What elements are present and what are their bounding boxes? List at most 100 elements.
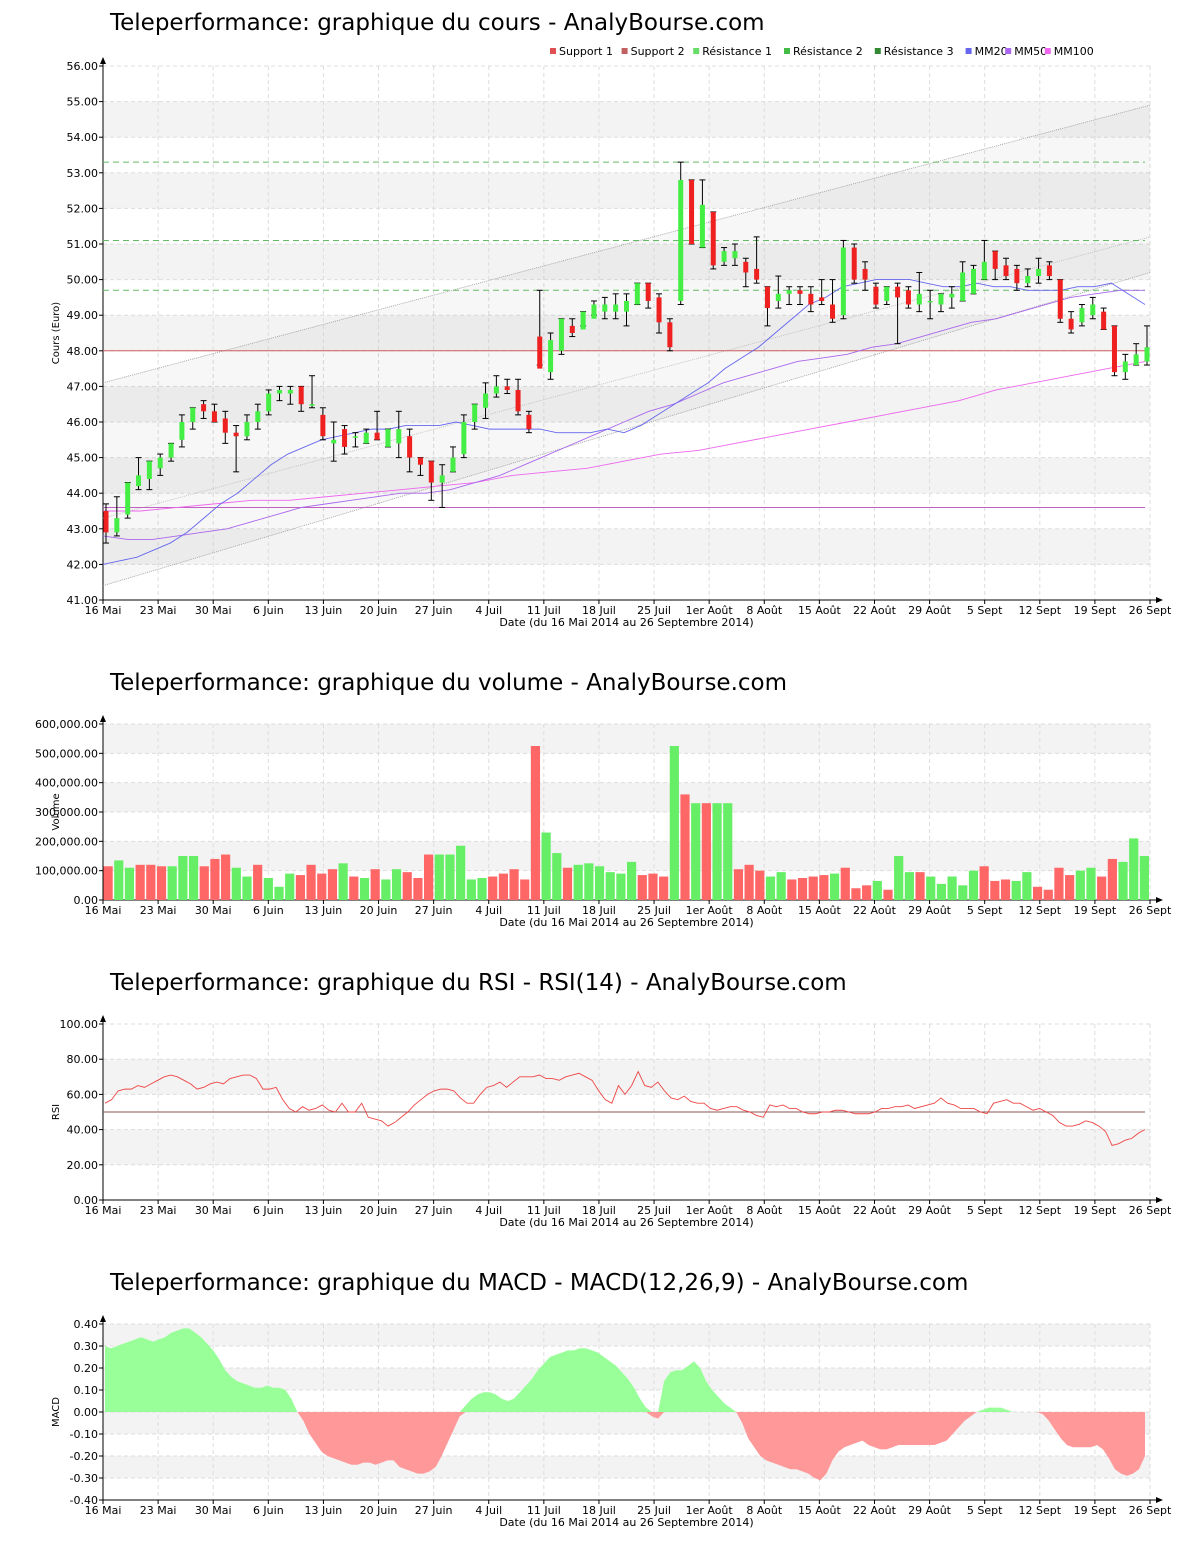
y-axis-arrow	[100, 1015, 106, 1022]
candle	[710, 211, 716, 266]
y-axis-arrow	[100, 1315, 106, 1322]
x-tick-label: 27 Juin	[415, 1504, 453, 1517]
x-axis-label: Date (du 16 Mai 2014 au 26 Septembre 201…	[499, 916, 753, 929]
y-tick-label: 46.00	[67, 416, 99, 429]
candle	[309, 404, 315, 406]
x-tick-label: 22 Août	[853, 904, 897, 917]
volume-bar	[733, 869, 744, 900]
candle	[981, 261, 987, 280]
candle	[157, 457, 163, 469]
y-tick-label: 45.00	[67, 452, 99, 465]
volume-bar	[274, 886, 284, 900]
candle	[830, 304, 836, 319]
y-tick-label: 0.30	[74, 1340, 99, 1353]
y-tick-label: 0.00	[74, 1406, 99, 1419]
y-tick-label: 44.00	[67, 487, 99, 500]
candle	[472, 404, 478, 422]
candle	[298, 386, 304, 405]
candle	[1079, 308, 1085, 323]
candle	[1090, 304, 1096, 316]
candle	[515, 389, 521, 412]
x-tick-label: 25 Juil	[637, 1204, 671, 1217]
y-axis-label: RSI	[51, 1104, 62, 1120]
candle	[1101, 311, 1107, 330]
x-tick-label: 23 Mai	[140, 604, 177, 617]
candle	[493, 386, 499, 394]
volume-bar	[840, 867, 850, 900]
candle	[320, 414, 326, 437]
plot-band	[103, 172, 1150, 209]
candle	[168, 443, 174, 458]
x-tick-label: 18 Juil	[582, 604, 616, 617]
plot-band	[103, 782, 1150, 812]
candle	[417, 457, 423, 465]
x-tick-label: 5 Sept	[967, 1204, 1003, 1217]
plot-band	[103, 1412, 1150, 1434]
legend-swatch	[784, 48, 790, 54]
volume-bar	[242, 876, 252, 900]
volume-bar	[1086, 867, 1096, 900]
candle	[201, 404, 207, 412]
volume-bar	[135, 864, 145, 900]
candle	[656, 297, 662, 323]
plot-band	[103, 1059, 1150, 1095]
volume-bar	[1022, 872, 1032, 900]
x-tick-label: 15 Août	[798, 1204, 842, 1217]
mm50-line	[102, 289, 1145, 540]
candle	[775, 293, 781, 301]
volume-bar	[391, 869, 402, 900]
volume-bar	[680, 794, 690, 900]
legend-item: MM20	[975, 45, 1008, 58]
volume-bar	[221, 854, 231, 900]
volume-bar	[445, 854, 455, 900]
x-tick-label: 23 Mai	[140, 904, 177, 917]
volume-bar	[156, 866, 167, 900]
volume-bar	[712, 803, 722, 900]
volume-bar	[723, 803, 733, 900]
candle	[428, 461, 434, 483]
volume-bar	[338, 863, 348, 900]
candle	[602, 304, 608, 312]
candle	[797, 290, 803, 294]
x-tick-label: 5 Sept	[967, 904, 1003, 917]
candle	[645, 283, 651, 301]
candle	[764, 286, 770, 309]
x-tick-label: 16 Mai	[85, 1204, 122, 1217]
x-tick-label: 8 Août	[746, 1504, 783, 1517]
volume-bar	[808, 876, 818, 900]
x-tick-label: 26 Sept	[1129, 1504, 1172, 1517]
x-tick-label: 30 Mai	[195, 604, 232, 617]
x-tick-label: 29 Août	[908, 1504, 952, 1517]
candle	[949, 293, 955, 298]
volume-bar	[146, 864, 156, 900]
x-tick-label: 8 Août	[746, 604, 783, 617]
x-tick-label: 29 Août	[908, 1204, 952, 1217]
volume-bar	[349, 876, 359, 900]
volume-bar	[231, 867, 241, 900]
x-tick-label: 25 Juil	[637, 604, 671, 617]
x-tick-label: 13 Juin	[305, 1504, 343, 1517]
y-axis-label: MACD	[51, 1397, 62, 1427]
x-tick-label: 19 Sept	[1074, 1504, 1117, 1517]
candle	[233, 432, 239, 437]
legend-item: MM50	[1014, 45, 1047, 58]
price-chart: 41.00 42.00 43.00 44.00 45.00 46.00 47.00 48.00…	[51, 45, 1172, 629]
volume-bar	[915, 872, 925, 900]
candle	[1025, 276, 1031, 284]
candle	[222, 418, 228, 433]
volume-bar	[573, 864, 583, 900]
rsi-chart-title: Teleperformance: graphique du RSI - RSI(…	[110, 970, 847, 996]
volume-bar	[883, 889, 893, 900]
volume-bar	[1032, 886, 1043, 900]
candle	[146, 461, 152, 479]
volume-bar	[381, 879, 391, 900]
volume-bar	[979, 866, 989, 900]
x-tick-label: 11 Juil	[527, 1504, 561, 1517]
candle	[396, 429, 402, 444]
x-tick-label: 23 Mai	[140, 1504, 177, 1517]
volume-bar	[1000, 879, 1011, 900]
volume-bar	[1118, 861, 1128, 900]
volume-bar	[413, 878, 423, 900]
candle	[1036, 268, 1042, 277]
x-tick-label: 19 Sept	[1074, 604, 1117, 617]
